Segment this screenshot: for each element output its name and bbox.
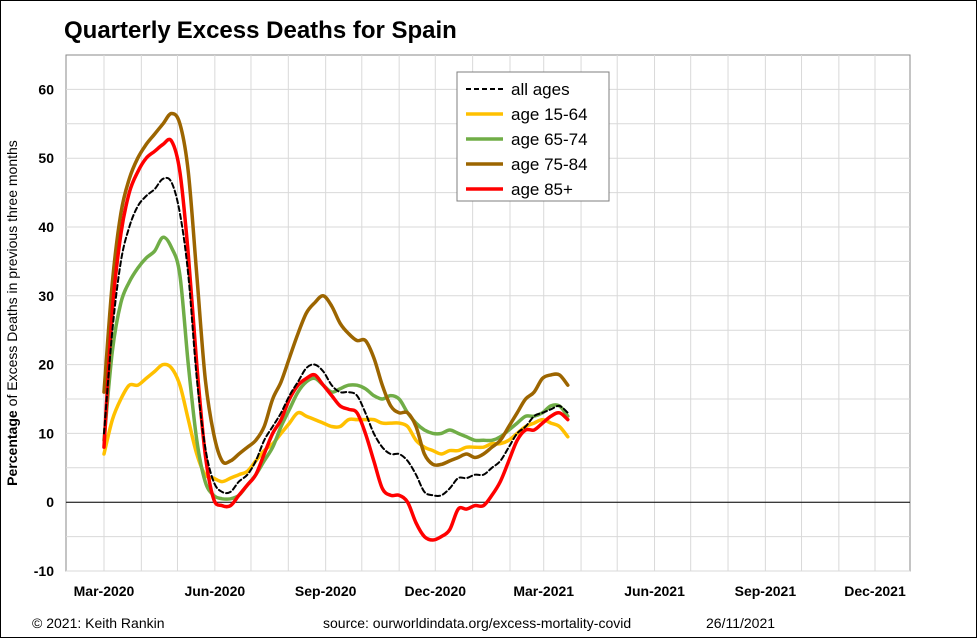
legend-items: all ages age 15-64 age 65-74 age 75-84 age 8… — [466, 80, 588, 199]
legend-label: age 65-74 — [511, 130, 588, 149]
y-axis-label-bold: Percentage — [4, 410, 20, 486]
x-tick-label: Mar-2021 — [513, 583, 574, 599]
series-group — [102, 111, 570, 542]
series-line-age-15-64 — [102, 362, 570, 484]
y-axis-label: Percentage of Excess Deaths in previous t… — [4, 140, 20, 486]
series-line-age-75-84 — [102, 111, 570, 468]
legend-label: all ages — [511, 80, 570, 99]
footer-source: source: ourworldindata.org/excess-mortal… — [323, 615, 631, 631]
chart-title-bold: Quarterly — [64, 17, 171, 44]
footer-copyright: © 2021: Keith Rankin — [32, 615, 165, 631]
series-line-all-ages — [103, 176, 569, 497]
legend-label: age 15-64 — [511, 105, 588, 124]
x-tick-labels: Mar-2020 Jun-2020 Sep-2020 Dec-2020 Mar-2021… — [74, 583, 906, 599]
y-axis-label-rest: of Excess Deaths in previous three month… — [4, 140, 20, 406]
y-tick-label: 10 — [38, 425, 54, 441]
footer-date: 26/11/2021 — [706, 615, 775, 631]
y-tick-label: 40 — [38, 219, 54, 235]
y-tick-label: 30 — [38, 288, 54, 304]
legend: all ages age 15-64 age 65-74 age 75-84 age 8… — [456, 71, 610, 202]
legend-label: age 75-84 — [511, 155, 588, 174]
x-tick-label: Sep-2021 — [735, 583, 797, 599]
y-tick-labels: -10 0 10 20 30 40 50 60 — [34, 81, 54, 579]
series-line-age-85- — [102, 137, 570, 542]
y-tick-label: 20 — [38, 357, 54, 373]
series-line-age-65-74 — [102, 235, 570, 501]
x-tick-label: Dec-2020 — [405, 583, 467, 599]
chart-title-rest: Excess Deaths for Spain — [177, 17, 457, 44]
x-tick-label: Mar-2020 — [74, 583, 135, 599]
y-tick-label: -10 — [34, 563, 54, 579]
x-tick-label: Jun-2020 — [184, 583, 245, 599]
legend-label: age 85+ — [511, 180, 573, 199]
legend-box — [456, 71, 610, 202]
y-tick-label: 50 — [38, 150, 54, 166]
x-tick-label: Jun-2021 — [624, 583, 685, 599]
x-tick-label: Dec-2021 — [844, 583, 906, 599]
y-tick-label: 60 — [38, 81, 54, 97]
x-tick-label: Sep-2020 — [295, 583, 357, 599]
y-tick-label: 0 — [46, 494, 54, 510]
chart-title: Quarterly Excess Deaths for Spain — [64, 17, 457, 44]
